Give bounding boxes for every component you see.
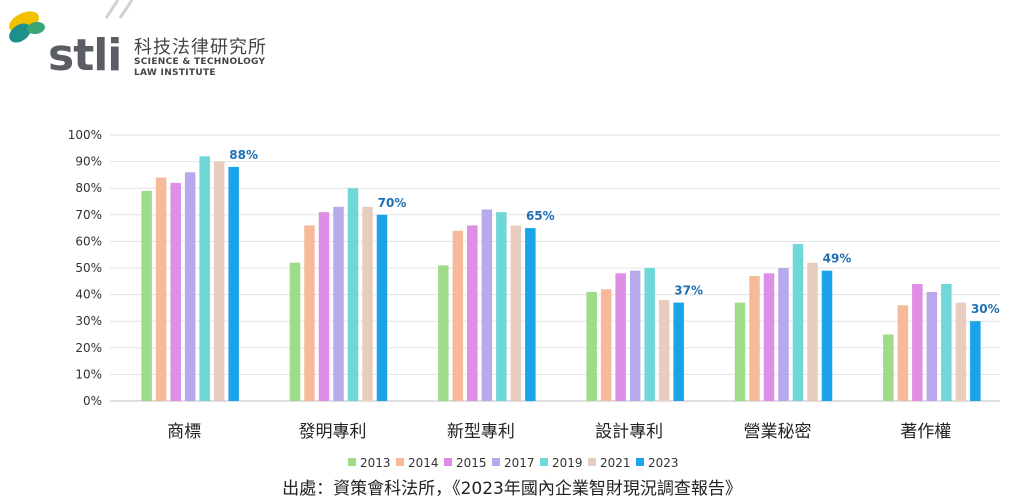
data-label: 49% [823, 252, 852, 266]
legend-label: 2023 [648, 456, 679, 470]
bar-2019 [199, 156, 210, 401]
y-tick-label: 100% [68, 128, 102, 142]
chart-bars [141, 156, 981, 401]
bar-2021 [213, 161, 225, 401]
category-label: 商標 [167, 422, 201, 442]
bar-2021 [658, 299, 670, 401]
y-tick-label: 50% [75, 261, 102, 275]
bar-2023 [525, 228, 536, 401]
logo-leaf-icon [9, 11, 45, 43]
bar-2013 [586, 291, 597, 401]
bar-2013 [734, 302, 746, 401]
x-axis-categories: 商標 發明專利 新型專利 設計專利 營業秘密 著作權 [167, 422, 951, 442]
legend-label: 2014 [408, 456, 439, 470]
source-note: 出處：資策會科法所，《2023年國內企業智財現況調查報告》 [282, 479, 742, 499]
bar-2015 [467, 225, 478, 401]
y-tick-label: 10% [75, 367, 102, 381]
bar-2013 [438, 265, 449, 401]
bar-2015 [615, 273, 626, 401]
bar-2014 [600, 289, 612, 401]
bar-2021 [362, 206, 373, 401]
bar-chart: 0% 10% 20% 30% 40% 50% 60% 70% 80% 90% 100% 88% 70%… [68, 128, 1000, 470]
category-label: 著作權 [900, 422, 951, 442]
bar-2017 [778, 268, 789, 401]
bar-2014 [452, 230, 464, 401]
y-tick-label: 20% [75, 341, 102, 355]
y-tick-label: 70% [75, 208, 102, 222]
legend-label: 2019 [552, 456, 583, 470]
bar-2015 [318, 212, 330, 401]
bar-2023 [970, 321, 981, 401]
legend-label: 2021 [600, 456, 631, 470]
y-tick-label: 80% [75, 181, 102, 195]
bar-2013 [289, 262, 301, 401]
bar-2023 [673, 302, 684, 401]
bar-2013 [141, 190, 152, 401]
bar-2015 [763, 273, 775, 401]
y-tick-label: 0% [83, 394, 102, 408]
stli-logo: stli 科技法律研究所 SCIENCE & TECHNOLOGY LAW IN… [0, 0, 290, 82]
y-tick-label: 40% [75, 288, 102, 302]
bar-2014 [749, 275, 760, 401]
legend-swatch [396, 458, 404, 466]
y-axis-ticks: 0% 10% 20% 30% 40% 50% 60% 70% 80% 90% 100% [68, 128, 102, 408]
legend-swatch [492, 458, 500, 466]
bar-2017 [333, 206, 344, 401]
bar-2014 [304, 225, 315, 401]
legend-swatch [444, 458, 452, 466]
bar-2017 [926, 291, 938, 401]
bar-2014 [897, 305, 909, 401]
bar-2013 [883, 334, 894, 401]
legend-label: 2015 [456, 456, 487, 470]
legend-swatch [348, 458, 356, 466]
category-label: 新型專利 [447, 422, 515, 442]
data-label: 37% [674, 284, 703, 298]
category-label: 發明專利 [299, 422, 367, 442]
bar-2019 [347, 188, 359, 401]
org-name-en-line1: SCIENCE & TECHNOLOGY [134, 57, 266, 67]
bar-2021 [807, 262, 818, 401]
bar-2017 [481, 209, 493, 401]
bar-2021 [955, 302, 967, 401]
bar-2017 [184, 172, 196, 401]
bar-2015 [912, 283, 923, 401]
bar-2021 [510, 225, 522, 401]
bar-2019 [792, 244, 804, 401]
bar-2015 [170, 182, 181, 401]
org-name-en-line2: LAW INSTITUTE [134, 68, 216, 78]
legend-swatch [636, 458, 644, 466]
y-tick-label: 90% [75, 155, 102, 169]
decorative-slashes [104, 0, 134, 19]
bar-2019 [941, 283, 952, 401]
bar-2019 [496, 212, 507, 401]
category-label: 設計專利 [595, 422, 663, 442]
data-label: 88% [229, 148, 258, 162]
legend-swatch [540, 458, 548, 466]
data-labels: 88% 70% 65% 37% 49% 30% [229, 148, 999, 316]
data-label: 65% [526, 209, 555, 223]
legend-swatch [588, 458, 596, 466]
bar-2023 [376, 214, 388, 401]
bar-2014 [155, 177, 167, 401]
chart-legend: 2013 2014 2015 2017 2019 2021 2023 [348, 456, 679, 470]
y-tick-label: 60% [75, 234, 102, 248]
bar-2017 [629, 270, 641, 401]
bar-2023 [821, 270, 833, 401]
bar-2019 [644, 268, 655, 401]
chart-gridlines [110, 134, 1000, 402]
legend-label: 2017 [504, 456, 535, 470]
org-name-cn: 科技法律研究所 [134, 37, 267, 58]
logo-text: stli [48, 30, 122, 81]
bar-2023 [228, 166, 239, 401]
y-tick-label: 30% [75, 314, 102, 328]
data-label: 70% [378, 196, 407, 210]
category-label: 營業秘密 [744, 422, 812, 442]
data-label: 30% [971, 302, 1000, 316]
legend-label: 2013 [360, 456, 391, 470]
